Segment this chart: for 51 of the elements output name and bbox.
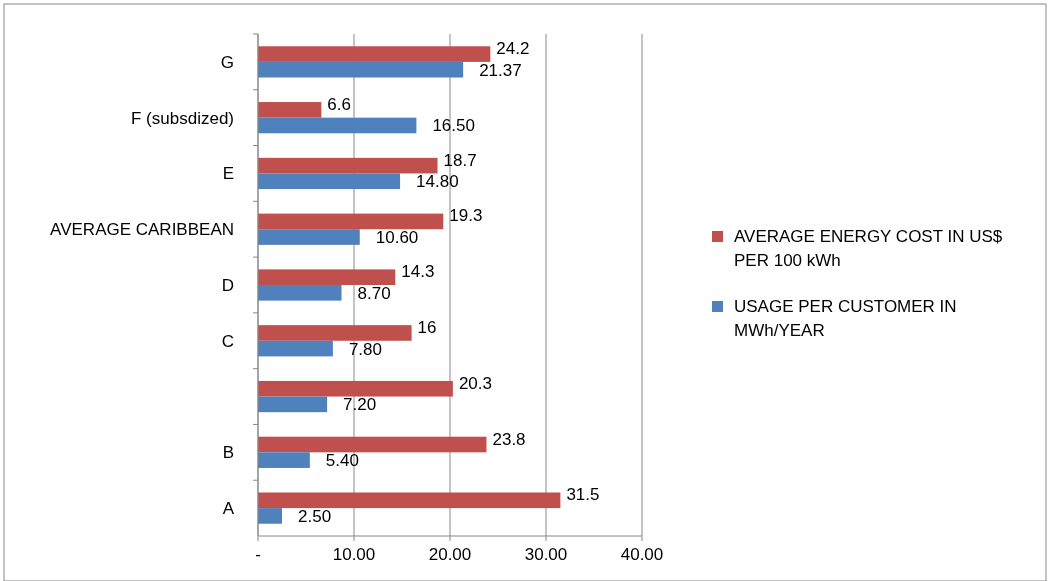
- legend-label: AVERAGE ENERGY COST IN US$ PER 100 kWh: [734, 227, 1003, 270]
- y-tick-label: A: [222, 499, 235, 519]
- data-label: 6.6: [327, 94, 351, 114]
- legend-label: USAGE PER CUSTOMER IN MWh/YEAR: [734, 297, 957, 340]
- bar: [258, 61, 464, 78]
- bar: [258, 229, 360, 245]
- bar: [258, 102, 322, 118]
- bar: [258, 173, 401, 190]
- data-label: 10.60: [375, 228, 419, 248]
- bar: [258, 269, 396, 285]
- data-label: 8.70: [357, 283, 391, 303]
- data-label: 16.50: [432, 116, 475, 136]
- y-tick-label: B: [222, 443, 234, 463]
- data-label: 5.40: [325, 451, 359, 471]
- data-label: 21.37: [479, 60, 522, 80]
- bar: [258, 380, 453, 397]
- bar: [258, 396, 328, 413]
- data-label: 2.50: [298, 506, 332, 526]
- y-tick-label: G: [220, 52, 234, 72]
- data-label: 18.7: [443, 150, 477, 170]
- bar: [258, 157, 438, 174]
- x-tick-label: 40.00: [620, 545, 664, 564]
- bar: [258, 285, 342, 301]
- bar: [258, 508, 282, 524]
- y-tick-label: AVERAGE CARIBBEAN: [50, 220, 234, 240]
- bar: [258, 213, 444, 230]
- y-tick-label: E: [222, 164, 234, 184]
- bar: [258, 117, 417, 134]
- data-label: 7.80: [348, 339, 382, 359]
- data-label: 19.3: [449, 206, 483, 226]
- x-tick-label: 30.00: [524, 545, 568, 564]
- x-tick-label: 20.00: [428, 545, 472, 564]
- y-tick-label: D: [221, 276, 234, 295]
- data-label: 31.5: [566, 485, 600, 505]
- x-tick-label: -: [255, 545, 261, 564]
- x-tick-label: 10.00: [332, 545, 376, 564]
- data-label: 20.3: [458, 373, 492, 393]
- bar: [258, 492, 561, 509]
- y-tick-label: F (subsdized): [131, 108, 234, 128]
- bar: [258, 46, 491, 62]
- bar: [258, 340, 333, 357]
- data-label: 23.8: [492, 429, 526, 449]
- bar: [258, 452, 310, 468]
- data-label: 7.20: [343, 395, 377, 415]
- y-tick-label: C: [221, 331, 234, 351]
- data-label: 14.80: [416, 172, 459, 192]
- bar: [258, 325, 412, 341]
- bar: [258, 436, 487, 453]
- data-label: 16: [417, 317, 437, 337]
- data-label: 24.2: [496, 39, 530, 59]
- data-label: 14.3: [401, 262, 435, 282]
